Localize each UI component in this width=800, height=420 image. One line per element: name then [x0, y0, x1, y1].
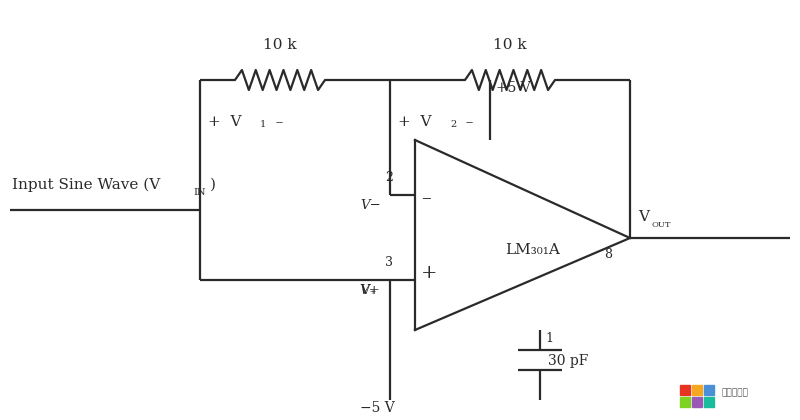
Text: +5 V: +5 V: [496, 81, 530, 95]
Text: 2: 2: [385, 171, 393, 184]
Bar: [704, 397, 714, 407]
Text: +  V: + V: [398, 115, 431, 129]
Text: OUT: OUT: [651, 221, 670, 229]
Text: 1: 1: [260, 120, 266, 129]
Text: V+: V+: [359, 284, 380, 297]
Text: –: –: [421, 189, 430, 207]
Text: 8: 8: [604, 248, 612, 261]
Bar: [704, 385, 714, 395]
Text: 1: 1: [545, 332, 553, 345]
Text: V: V: [638, 210, 649, 224]
Text: V₊: V₊: [360, 284, 377, 297]
Text: V−: V−: [360, 199, 381, 212]
Text: +  V: + V: [208, 115, 242, 129]
Bar: [680, 397, 690, 407]
Text: IN: IN: [193, 188, 206, 197]
Text: 10 k: 10 k: [493, 38, 527, 52]
Bar: [680, 385, 690, 395]
Bar: [692, 397, 702, 407]
Text: –: –: [266, 115, 283, 129]
Text: 10 k: 10 k: [263, 38, 297, 52]
Text: ): ): [210, 178, 216, 192]
Text: 30 pF: 30 pF: [548, 354, 588, 368]
Text: 面包板社区: 面包板社区: [722, 388, 749, 397]
Text: Input Sine Wave (V: Input Sine Wave (V: [12, 178, 160, 192]
Text: −5 V: −5 V: [360, 401, 394, 415]
Text: +: +: [421, 264, 438, 282]
Bar: [692, 385, 702, 395]
Text: LM₃₀₁A: LM₃₀₁A: [505, 243, 560, 257]
Text: –: –: [456, 115, 474, 129]
Text: 2: 2: [450, 120, 456, 129]
Text: 3: 3: [385, 256, 393, 269]
